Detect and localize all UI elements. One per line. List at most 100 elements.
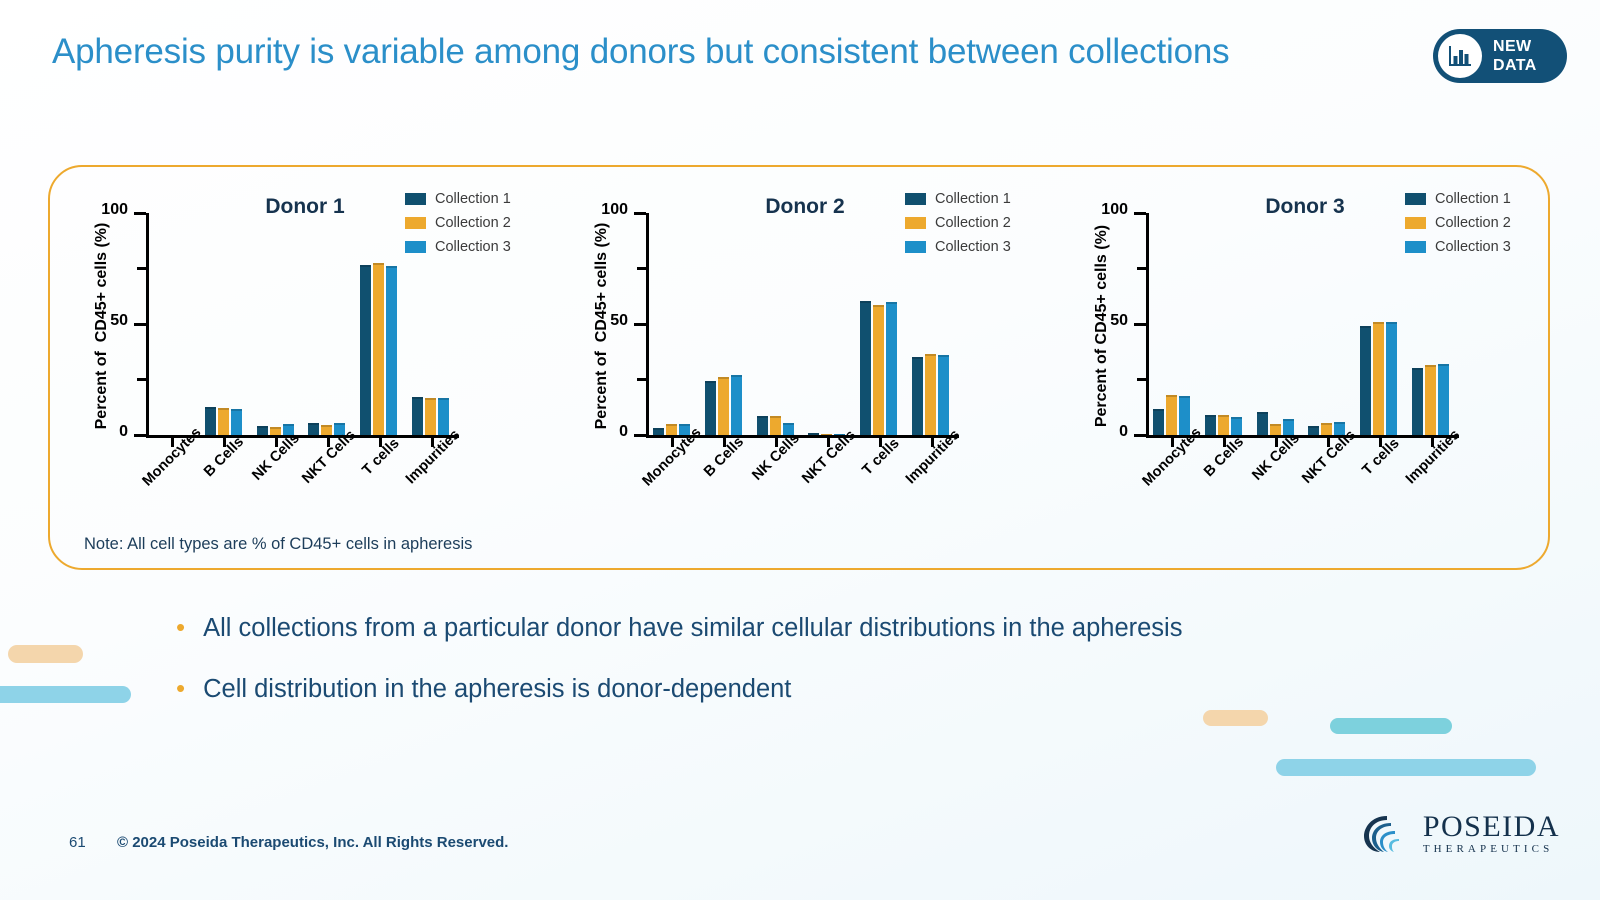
bullet-text: Cell distribution in the apheresis is do… <box>203 675 792 703</box>
bar <box>373 262 385 435</box>
bar <box>782 422 794 435</box>
x-axis-labels: Monocytes B Cells NK Cells NKT Cells T cells… <box>140 425 463 509</box>
bar <box>334 422 346 435</box>
x-axis-label-cell: T cells <box>855 435 907 509</box>
x-axis-tick <box>1327 437 1331 447</box>
x-axis-tick <box>1274 437 1278 447</box>
bar <box>1308 426 1320 435</box>
bar <box>1166 395 1178 435</box>
bar <box>718 377 729 435</box>
y-axis-tick-label: 0 <box>1119 422 1128 440</box>
x-axis-tick <box>170 437 174 447</box>
legend-label: Collection 3 <box>935 239 1011 255</box>
x-axis-tick <box>722 437 726 447</box>
bar <box>873 305 885 435</box>
y-axis-minor-tick <box>1137 378 1146 381</box>
legend-label: Collection 2 <box>935 215 1011 231</box>
y-axis-line <box>646 213 649 435</box>
bar <box>386 266 398 435</box>
x-axis-tick-label: T cells <box>859 435 903 479</box>
legend-label: Collection 1 <box>935 191 1011 207</box>
decorative-bar-right-1 <box>1203 710 1268 726</box>
decorative-bar-right-3 <box>1276 759 1536 776</box>
logo-subtitle: THERAPEUTICS <box>1422 843 1554 855</box>
legend-item: Collection 2 <box>905 215 1011 231</box>
bar-series-container <box>146 213 456 435</box>
bar-group <box>904 213 956 435</box>
bar-group <box>1198 213 1250 435</box>
legend-item: Collection 3 <box>905 239 1011 255</box>
y-axis-tick-label: 0 <box>619 422 628 440</box>
bar-series-container <box>1146 213 1456 435</box>
bullet-item: • Cell distribution in the apheresis is d… <box>176 673 1436 705</box>
legend-swatch <box>405 193 426 205</box>
y-axis-tick-label: 100 <box>101 200 128 218</box>
legend-swatch <box>905 193 926 205</box>
bar <box>769 416 781 435</box>
chart-title: Donor 3 <box>1265 195 1345 218</box>
legend-label: Collection 1 <box>1435 191 1511 207</box>
x-axis-tick <box>774 437 778 447</box>
chart-donor-3: Donor 3 Collection 1 Collection 2 Collectio… <box>1050 167 1550 517</box>
y-axis-tick: 100 <box>101 201 146 218</box>
x-axis-labels: Monocytes B Cells NK Cells NKT Cells T cells… <box>1140 425 1463 509</box>
y-axis-tick: 50 <box>110 312 146 329</box>
bar <box>1153 409 1165 435</box>
bullet-text: All collections from a particular donor … <box>203 614 1183 642</box>
legend-label: Collection 3 <box>435 239 511 255</box>
y-axis-label: Percent of CD45+ cells (%) <box>593 222 610 430</box>
bar-group <box>1353 213 1405 435</box>
bar-group <box>249 213 301 435</box>
x-axis-label-cell: B Cells <box>198 434 250 509</box>
charts-container: Donor 1 Collection 1 Collection 2 Collectio… <box>48 165 1550 570</box>
chart-title: Donor 2 <box>765 195 845 218</box>
x-axis-label-cell: NK Cells <box>750 430 803 509</box>
x-axis-line <box>1146 435 1459 438</box>
x-axis-line <box>146 435 459 438</box>
legend-swatch <box>405 217 426 229</box>
x-axis-tick <box>222 437 226 447</box>
bar <box>860 300 872 435</box>
bar-group <box>801 213 853 437</box>
badge-label-line1: NEW <box>1493 38 1532 55</box>
bar <box>821 433 833 437</box>
bar-group <box>646 213 698 435</box>
y-axis-minor-tick <box>637 378 646 381</box>
bar <box>705 380 716 435</box>
y-axis-tick-label: 50 <box>110 311 128 329</box>
bar <box>1282 419 1294 435</box>
legend-swatch <box>1405 217 1426 229</box>
y-axis-tick: 0 <box>619 423 646 440</box>
decorative-bar-left-1 <box>8 645 83 663</box>
legend-swatch <box>1405 193 1426 205</box>
legend-swatch <box>905 241 926 253</box>
bar-group <box>198 213 250 435</box>
bar-group <box>1404 213 1456 435</box>
legend-swatch <box>1405 241 1426 253</box>
bar <box>1360 326 1372 435</box>
bar <box>231 409 242 435</box>
bar <box>205 407 216 435</box>
x-axis-tick <box>670 437 674 447</box>
logo-name: POSEIDA <box>1422 810 1560 843</box>
bar <box>282 423 294 435</box>
badge-icon-circle <box>1438 34 1482 78</box>
bar <box>424 398 436 435</box>
x-axis-label-cell: B Cells <box>698 434 750 509</box>
x-axis-tick <box>1222 437 1226 447</box>
plot-area: 0 50 100 <box>101 201 459 447</box>
y-axis-tick-label: 0 <box>119 422 128 440</box>
footer-copyright: © 2024 Poseida Therapeutics, Inc. All Ri… <box>117 834 509 851</box>
bar-group <box>698 213 750 435</box>
y-axis-tick-label: 50 <box>1110 311 1128 329</box>
x-axis-tick <box>327 437 331 447</box>
poseida-logo: POSEIDA THERAPEUTICS <box>1361 812 1560 856</box>
bar <box>321 425 333 435</box>
plot-area: 0 50 100 <box>1101 201 1459 447</box>
chart-legend: Collection 1 Collection 2 Collection 3 <box>405 191 511 255</box>
legend-swatch <box>905 217 926 229</box>
y-axis-tick: 100 <box>1101 201 1146 218</box>
bar <box>808 433 820 435</box>
bar <box>756 416 768 435</box>
x-axis-tick <box>827 437 831 447</box>
